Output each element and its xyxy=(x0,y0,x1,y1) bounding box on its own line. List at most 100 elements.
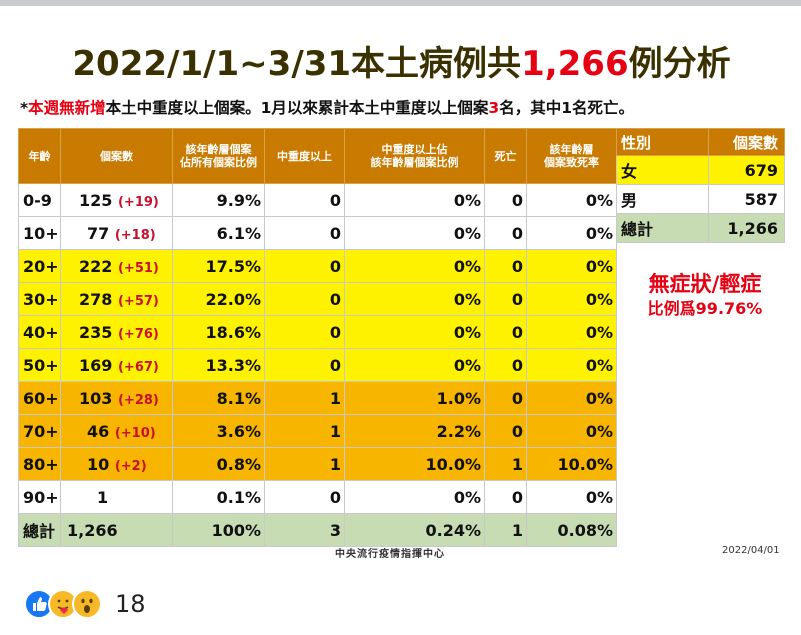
share-cell: 6.1% xyxy=(172,216,265,250)
share-cell: 22.0% xyxy=(172,282,265,316)
fatality-cell: 0.08% xyxy=(526,513,617,547)
severe-share-cell: 0% xyxy=(344,216,485,250)
table-row: 70+ 46 (+10) 3.6% 1 2.2% 0 0% xyxy=(18,414,617,448)
gender-label: 女 xyxy=(616,155,709,185)
cases-cell: 1 xyxy=(60,480,173,514)
deaths-cell: 0 xyxy=(484,480,527,514)
cases-value: 10 xyxy=(87,454,110,474)
share-cell: 0.8% xyxy=(172,447,265,481)
severe-share-cell: 0% xyxy=(344,480,485,514)
age-cell: 80+ xyxy=(18,447,61,481)
cases-increase: (+2) xyxy=(114,458,147,474)
severe-share-cell: 0% xyxy=(344,348,485,382)
header-cases: 個案數 xyxy=(60,128,173,184)
cases-value: 235 xyxy=(79,322,113,342)
share-cell: 3.6% xyxy=(172,414,265,448)
gender-table: 性別 個案數 女 679 男 587 總計 1,266 xyxy=(616,128,785,243)
severe-cell: 0 xyxy=(264,183,345,217)
header-severe-share: 中重度以上佔 該年齡層個案比例 xyxy=(344,128,485,184)
share-cell: 9.9% xyxy=(172,183,265,217)
source-label: 中央流行疫情指揮中心 xyxy=(335,549,445,560)
age-cell: 20+ xyxy=(18,249,61,283)
gender-row: 男 587 xyxy=(616,184,785,214)
table-row: 50+ 169 (+67) 13.3% 0 0% 0 0% xyxy=(18,348,617,382)
gender-count: 1,266 xyxy=(708,213,785,243)
severe-share-cell: 2.2% xyxy=(344,414,485,448)
fatality-cell: 0% xyxy=(526,216,617,250)
gender-label: 男 xyxy=(616,184,709,214)
total-row: 總計 1,266 100% 3 0.24% 1 0.08% xyxy=(18,513,617,547)
deaths-cell: 0 xyxy=(484,282,527,316)
cases-cell: 278 (+57) xyxy=(60,282,173,316)
top-divider xyxy=(0,0,801,6)
age-cell: 70+ xyxy=(18,414,61,448)
table-row: 90+ 1 0.1% 0 0% 0 0% xyxy=(18,480,617,514)
severe-cell: 0 xyxy=(264,348,345,382)
share-cell: 18.6% xyxy=(172,315,265,349)
deaths-cell: 0 xyxy=(484,249,527,283)
post-image[interactable]: 2022/1/1~3/31本土病例共1,266例分析 *本週無新增本土中重度以上… xyxy=(10,8,793,573)
age-table-header: 年齡 個案數 該年齡層個案 佔所有個案比例 中重度以上 中重度以上佔 該年齡層個案比… xyxy=(18,128,617,184)
deaths-cell: 0 xyxy=(484,183,527,217)
age-table: 年齡 個案數 該年齡層個案 佔所有個案比例 中重度以上 中重度以上佔 該年齡層個案比… xyxy=(18,128,617,547)
severe-cell: 1 xyxy=(264,381,345,415)
age-cell: 10+ xyxy=(18,216,61,250)
share-cell: 0.1% xyxy=(172,480,265,514)
subtitle: *本週無新增本土中重度以上個案。1月以來累計本土中重度以上個案3名，其中1名死亡… xyxy=(20,99,635,117)
reaction-count[interactable]: 18 xyxy=(115,590,146,618)
severe-cell: 0 xyxy=(264,282,345,316)
deaths-cell: 1 xyxy=(484,513,527,547)
severe-share-cell: 10.0% xyxy=(344,447,485,481)
cases-increase: (+67) xyxy=(117,359,159,375)
header-deaths: 死亡 xyxy=(484,128,527,184)
share-cell: 13.3% xyxy=(172,348,265,382)
gender-row: 女 679 xyxy=(616,155,785,185)
table-row: 80+ 10 (+2) 0.8% 1 10.0% 1 10.0% xyxy=(18,447,617,481)
share-cell: 8.1% xyxy=(172,381,265,415)
age-cell: 60+ xyxy=(18,381,61,415)
gender-table-header: 性別 個案數 xyxy=(616,128,785,156)
severe-cell: 3 xyxy=(264,513,345,547)
cases-increase: (+19) xyxy=(117,194,159,210)
header-gender: 性別 xyxy=(616,128,709,156)
cases-increase: (+10) xyxy=(114,425,156,441)
cases-value: 1,266 xyxy=(67,520,118,540)
severe-share-cell: 0% xyxy=(344,282,485,316)
cases-value: 103 xyxy=(79,388,113,408)
table-row: 10+ 77 (+18) 6.1% 0 0% 0 0% xyxy=(18,216,617,250)
header-age: 年齡 xyxy=(18,128,61,184)
asymptomatic-note: 無症狀/輕症 比例爲99.76% xyxy=(620,270,790,320)
severe-cell: 1 xyxy=(264,447,345,481)
asymptomatic-line1: 無症狀/輕症 xyxy=(648,272,762,296)
severe-share-cell: 0% xyxy=(344,315,485,349)
header-share: 該年齡層個案 佔所有個案比例 xyxy=(172,128,265,184)
page-title: 2022/1/1~3/31本土病例共1,266例分析 xyxy=(72,44,731,84)
age-cell: 50+ xyxy=(18,348,61,382)
cases-cell: 1,266 xyxy=(60,513,173,547)
cases-increase: (+51) xyxy=(117,260,159,276)
share-cell: 100% xyxy=(172,513,265,547)
gender-row: 總計 1,266 xyxy=(616,213,785,243)
cases-cell: 46 (+10) xyxy=(60,414,173,448)
severe-share-cell: 1.0% xyxy=(344,381,485,415)
table-row: 40+ 235 (+76) 18.6% 0 0% 0 0% xyxy=(18,315,617,349)
cases-value: 222 xyxy=(79,256,113,276)
date-label: 2022/04/01 xyxy=(722,545,780,556)
age-cell: 30+ xyxy=(18,282,61,316)
fatality-cell: 0% xyxy=(526,414,617,448)
severe-cell: 0 xyxy=(264,216,345,250)
deaths-cell: 0 xyxy=(484,414,527,448)
cases-value: 125 xyxy=(79,190,113,210)
wow-icon[interactable] xyxy=(72,589,102,619)
cases-cell: 77 (+18) xyxy=(60,216,173,250)
cases-cell: 103 (+28) xyxy=(60,381,173,415)
deaths-cell: 0 xyxy=(484,381,527,415)
age-cell: 0-9 xyxy=(18,183,61,217)
header-gender-cases: 個案數 xyxy=(708,128,785,156)
header-severe: 中重度以上 xyxy=(264,128,345,184)
severe-cell: 0 xyxy=(264,315,345,349)
cases-cell: 222 (+51) xyxy=(60,249,173,283)
fatality-cell: 10.0% xyxy=(526,447,617,481)
gender-label: 總計 xyxy=(616,213,709,243)
table-row: 30+ 278 (+57) 22.0% 0 0% 0 0% xyxy=(18,282,617,316)
